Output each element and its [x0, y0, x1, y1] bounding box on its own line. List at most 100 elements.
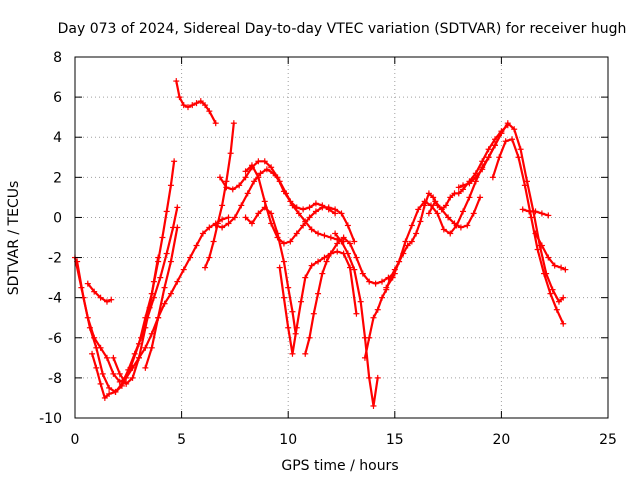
series-arc-18: [425, 194, 484, 231]
data-point: [127, 364, 134, 371]
series-line: [304, 236, 396, 355]
data-point: [351, 266, 358, 273]
data-point: [374, 374, 381, 381]
series-arc-6: [142, 224, 181, 371]
y-tick-label: -6: [48, 331, 62, 347]
data-point: [150, 278, 157, 285]
series-line: [244, 206, 297, 335]
data-point: [306, 334, 313, 341]
y-tick-label: -4: [48, 291, 62, 307]
data-point: [408, 222, 415, 229]
x-tick-label: 5: [177, 432, 186, 448]
data-point: [289, 350, 296, 357]
data-point: [108, 296, 115, 303]
data-point: [274, 234, 281, 241]
data-point: [227, 150, 234, 157]
data-point: [551, 262, 558, 269]
series-arc-19: [455, 120, 567, 305]
data-point: [528, 214, 535, 221]
data-point: [212, 120, 219, 127]
data-point: [374, 306, 381, 313]
data-point: [187, 254, 194, 261]
data-point: [161, 300, 168, 307]
data-point: [229, 186, 236, 193]
data-point: [216, 174, 223, 181]
data-point: [325, 204, 332, 211]
x-tick-label: 20: [492, 432, 510, 448]
series-arc-5: [110, 254, 162, 387]
x-tick-label: 15: [386, 432, 404, 448]
x-tick-label: 0: [71, 432, 80, 448]
series-line: [112, 256, 160, 385]
data-point: [417, 218, 424, 225]
data-point: [193, 100, 200, 107]
series-line: [90, 160, 176, 399]
data-point: [206, 254, 213, 261]
data-point: [477, 194, 484, 201]
data-point: [302, 350, 309, 357]
y-tick-label: -10: [39, 411, 62, 427]
data-point: [370, 314, 377, 321]
series-arc-7: [173, 78, 219, 127]
data-point: [315, 258, 322, 265]
data-point: [511, 126, 518, 133]
data-point: [430, 194, 437, 201]
data-point: [402, 238, 409, 245]
data-point: [293, 230, 300, 237]
data-point: [472, 174, 479, 181]
data-point: [285, 284, 292, 291]
data-point: [148, 344, 155, 351]
data-point: [466, 180, 473, 187]
data-point: [347, 264, 354, 271]
series-arc-12: [242, 162, 358, 247]
data-point: [248, 162, 255, 169]
data-point: [129, 374, 136, 381]
data-point: [167, 258, 174, 265]
data-point: [485, 154, 492, 161]
data-point: [280, 294, 287, 301]
data-point: [155, 314, 162, 321]
data-point: [297, 298, 304, 305]
data-point: [308, 262, 315, 269]
data-point: [101, 394, 108, 401]
data-point: [255, 158, 262, 165]
data-point: [255, 210, 262, 217]
data-point: [263, 166, 270, 173]
data-point: [244, 190, 251, 197]
data-point: [445, 214, 452, 221]
data-point: [295, 210, 302, 217]
data-point: [464, 222, 471, 229]
data-point: [502, 138, 509, 145]
data-point: [173, 78, 180, 85]
data-point: [242, 168, 249, 175]
data-point: [383, 284, 390, 291]
data-point: [283, 190, 290, 197]
data-point: [223, 184, 230, 191]
data-point: [97, 294, 104, 301]
data-point: [112, 388, 119, 395]
data-point: [353, 254, 360, 261]
data-point: [560, 320, 567, 327]
data-point: [242, 174, 249, 181]
grid: [75, 57, 608, 418]
series-arc-4: [89, 158, 178, 401]
y-tick-label: 6: [53, 90, 62, 106]
data-point: [312, 208, 319, 215]
data-point: [451, 220, 458, 227]
data-point: [366, 278, 373, 285]
data-point: [332, 206, 339, 213]
data-point: [174, 204, 181, 211]
data-point: [276, 264, 283, 271]
data-point: [142, 324, 149, 331]
data-point: [219, 202, 226, 209]
data-point: [327, 234, 334, 241]
data-point: [545, 254, 552, 261]
data-point: [396, 258, 403, 265]
data-point: [103, 354, 110, 361]
data-point: [404, 242, 411, 249]
data-point: [106, 384, 113, 391]
plot-frame: [74, 56, 609, 419]
data-point: [389, 274, 396, 281]
data-point: [359, 270, 366, 277]
data-point: [206, 224, 213, 231]
